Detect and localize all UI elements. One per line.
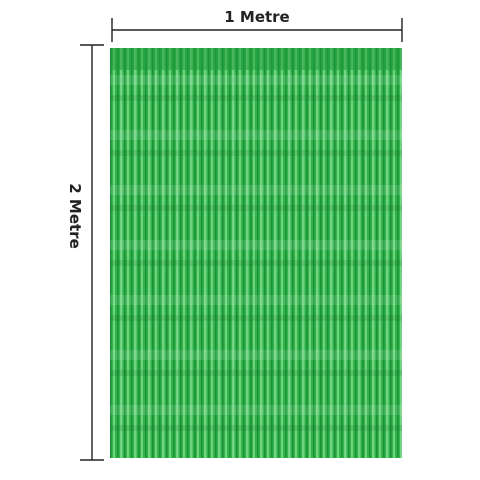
width-dimension: 1 Metre — [111, 8, 403, 42]
foil-curtain — [110, 48, 402, 458]
width-label: 1 Metre — [224, 8, 290, 26]
height-label: 2 Metre — [66, 183, 84, 249]
height-dimension: 2 Metre — [66, 44, 104, 461]
